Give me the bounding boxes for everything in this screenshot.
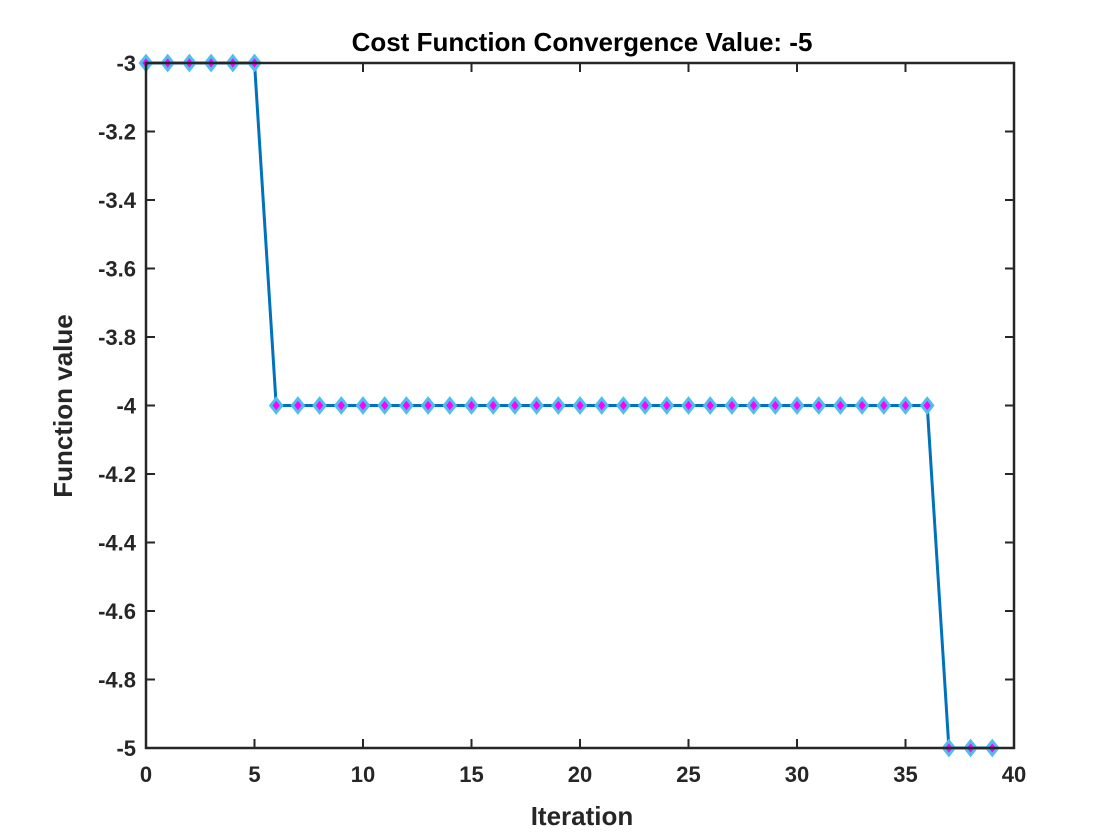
x-tick-label: 40 [1002, 762, 1026, 787]
x-tick-label: 0 [140, 762, 152, 787]
y-tick-label: -3.8 [98, 325, 136, 350]
x-tick-label: 10 [351, 762, 375, 787]
data-point-marker [615, 396, 631, 415]
data-point-marker [876, 396, 892, 415]
data-point-marker [550, 396, 566, 415]
series-line [146, 61, 993, 750]
data-point-marker [898, 396, 913, 415]
y-tick-label: -4.4 [98, 531, 137, 556]
data-point-marker [789, 396, 805, 415]
data-point-marker [767, 396, 783, 415]
data-point-marker [268, 396, 284, 415]
data-point-marker [377, 396, 393, 415]
data-point-marker [529, 396, 545, 415]
y-axis-title: Function value [48, 314, 78, 497]
x-tick-label: 35 [893, 762, 917, 787]
data-point-marker [312, 396, 328, 415]
data-point-marker [811, 396, 827, 415]
data-point-marker [594, 396, 610, 415]
data-point-marker [464, 396, 479, 415]
plot-frame [144, 61, 1016, 750]
data-point-marker [854, 396, 870, 415]
data-point-marker [420, 396, 436, 415]
y-tick-label: -4.2 [98, 462, 136, 487]
y-tick-label: -4.8 [98, 668, 136, 693]
data-point-marker [355, 396, 371, 415]
x-axis-title: Iteration [531, 801, 634, 831]
data-point-marker [398, 396, 414, 415]
data-point-marker [659, 396, 675, 415]
y-tick-label: -3.2 [98, 120, 136, 145]
data-point-marker [832, 396, 848, 415]
data-point-marker [746, 396, 762, 415]
data-point-marker [681, 396, 696, 415]
x-tick-label: 15 [459, 762, 483, 787]
data-point-marker [572, 396, 588, 415]
data-point-marker [290, 396, 306, 415]
y-tick-label: -3.4 [98, 188, 137, 213]
data-point-marker [333, 396, 349, 415]
data-point-marker [507, 396, 523, 415]
y-tick-label: -5 [116, 736, 136, 761]
y-tick-label: -3 [116, 51, 136, 76]
data-point-marker [919, 396, 935, 415]
y-tick-label: -4.6 [98, 599, 136, 624]
data-point-marker [442, 396, 458, 415]
y-tick-label: -3.6 [98, 257, 136, 282]
series-layer [138, 53, 1000, 758]
data-point-marker [637, 396, 653, 415]
data-point-marker [485, 396, 501, 415]
x-tick-label: 25 [676, 762, 700, 787]
plot-axes: 0 5 10 15 20 25 30 35 40 -3 -3.2 -3.4 -3.6 -3.8 -4 -4.2… [98, 51, 1026, 787]
data-point-marker [702, 396, 718, 415]
chart-title: Cost Function Convergence Value: -5 [352, 27, 813, 57]
x-tick-label: 5 [248, 762, 260, 787]
y-tick-label: -4 [116, 394, 136, 419]
x-tick-label: 20 [568, 762, 592, 787]
x-tick-label: 30 [785, 762, 809, 787]
data-point-marker [724, 396, 740, 415]
